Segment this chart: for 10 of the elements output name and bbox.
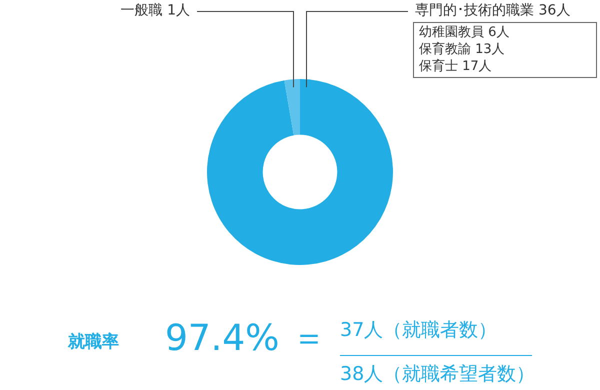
text: 97.4%: [165, 318, 280, 360]
text: 38人（就職希望者数）: [340, 362, 536, 386]
text: 就職率: [68, 331, 119, 353]
slice-label: 専門的･技術的職業 36人: [415, 2, 570, 19]
text: 保育士 17人: [419, 59, 492, 75]
slice-label: 一般職 1人: [120, 2, 190, 19]
text: 37人（就職者数）: [340, 318, 498, 342]
text: ＝: [292, 318, 326, 358]
text: 幼稚園教員 6人: [419, 25, 510, 41]
text: 保育教諭 13人: [419, 42, 505, 58]
